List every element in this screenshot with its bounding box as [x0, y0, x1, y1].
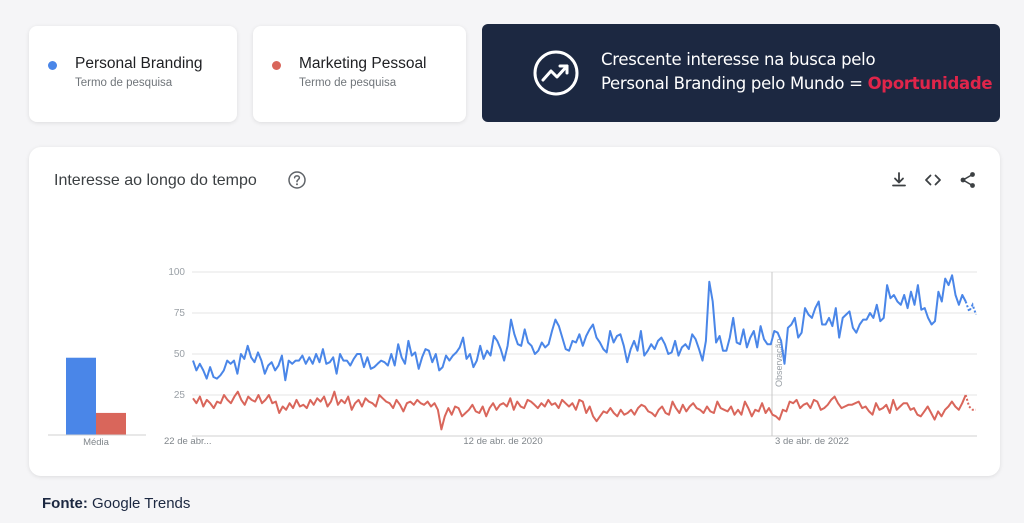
headline-highlight: Oportunidade: [867, 74, 993, 93]
x-tick-label: 3 de abr. de 2022: [775, 436, 849, 447]
x-tick-label: 22 de abr...: [164, 436, 212, 447]
term-color-dot: [272, 61, 281, 70]
average-bar: [66, 357, 96, 435]
series-line: [192, 274, 967, 382]
share-icon[interactable]: [958, 170, 978, 190]
source-value: Google Trends: [92, 495, 191, 512]
average-bar: [96, 412, 126, 435]
interest-chart: 25 50 75 100 22 de abr... 12 de abr. de 2020 3…: [48, 267, 977, 448]
series-line: [192, 390, 967, 431]
chart-title: Interesse ao longo do tempo: [54, 172, 257, 189]
trending-up-icon: [533, 50, 579, 96]
term-subtitle: Termo de pesquisa: [299, 77, 397, 89]
source-line: Fonte: Google Trends: [42, 495, 190, 512]
headline-line-1: Crescente interesse na busca pelo: [601, 50, 876, 69]
term-subtitle: Termo de pesquisa: [75, 77, 173, 89]
term-card-personal-branding[interactable]: Personal Branding Termo de pesquisa: [29, 26, 237, 122]
headline-text: Crescente interesse na busca pelo Person…: [601, 48, 993, 96]
y-tick-label: 50: [174, 349, 186, 360]
headline-banner: Crescente interesse na busca pelo Person…: [482, 24, 1000, 122]
y-tick-label: 25: [174, 390, 186, 401]
y-tick-label: 100: [168, 267, 185, 278]
interest-over-time-card: Interesse ao longo do tempo 25 50 75 100 22 …: [29, 147, 1000, 476]
headline-line-2: Personal Branding pelo Mundo = Oportunid…: [601, 72, 993, 96]
series-line-partial: [964, 394, 976, 411]
term-name: Marketing Pessoal: [299, 55, 427, 72]
term-card-marketing-pessoal[interactable]: Marketing Pessoal Termo de pesquisa: [253, 26, 466, 122]
y-tick-label: 75: [174, 308, 186, 319]
help-icon[interactable]: [287, 170, 307, 190]
x-tick-label: 12 de abr. de 2020: [463, 436, 542, 447]
term-color-dot: [48, 61, 57, 70]
average-label: Média: [83, 437, 110, 448]
embed-icon[interactable]: [923, 170, 943, 190]
term-name: Personal Branding: [75, 55, 203, 72]
headline-line-2-text: Personal Branding pelo Mundo =: [601, 74, 868, 93]
series-line-partial: [964, 301, 977, 315]
annotation-label: Observação: [774, 338, 784, 387]
source-label: Fonte:: [42, 495, 88, 512]
download-icon[interactable]: [889, 170, 909, 190]
